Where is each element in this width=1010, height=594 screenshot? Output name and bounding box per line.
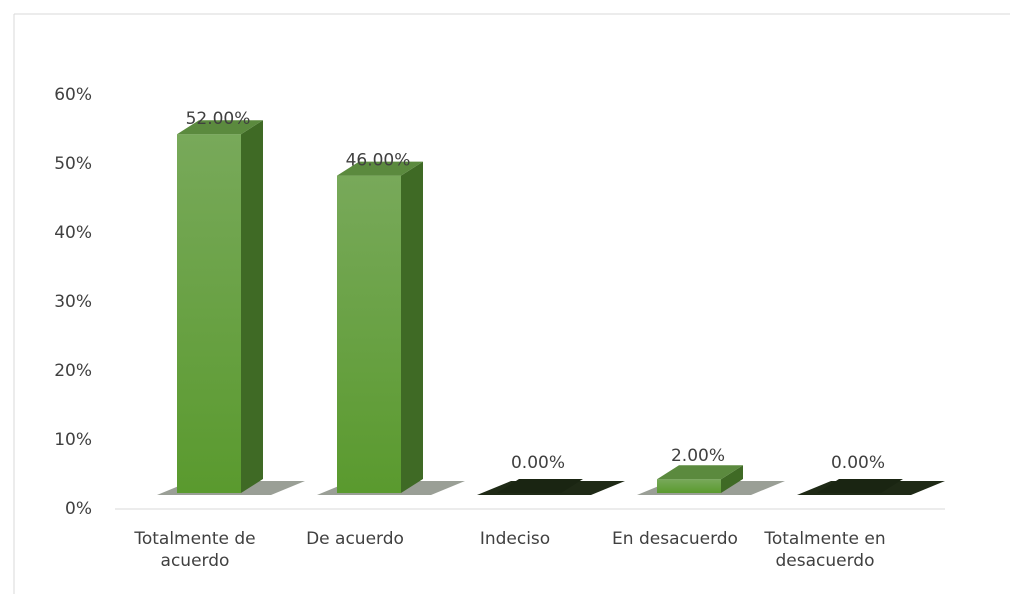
y-tick-label: 0%: [65, 499, 92, 519]
bar: [337, 161, 423, 493]
bar: [177, 120, 263, 493]
x-tick-label: Totalmente de acuerdo: [134, 529, 256, 571]
y-tick-label: 20%: [54, 361, 92, 381]
bar-top: [817, 479, 903, 493]
bar-side: [401, 161, 423, 493]
bar-front: [337, 175, 401, 493]
bar: [817, 479, 903, 493]
bar-top: [497, 479, 583, 493]
value-label: 52.00%: [186, 109, 251, 129]
y-tick-label: 50%: [54, 154, 92, 174]
bar-top: [657, 465, 743, 480]
bar-top: [337, 161, 423, 176]
y-tick-label: 10%: [54, 430, 92, 450]
x-tick-label: Indeciso: [479, 529, 551, 549]
bar-front: [657, 479, 721, 493]
bar-side: [241, 120, 263, 493]
x-tick-label: De acuerdo: [306, 529, 404, 549]
bar-side: [721, 465, 743, 493]
bar-top: [177, 120, 263, 135]
x-tick-label: Totalmente en desacuerdo: [764, 529, 886, 571]
value-label: 0.00%: [511, 453, 565, 473]
y-tick-label: 60%: [54, 85, 92, 105]
y-tick-label: 30%: [54, 292, 92, 312]
y-tick-label: 40%: [54, 223, 92, 243]
value-label: 2.00%: [671, 446, 725, 466]
x-tick-label: En desacuerdo: [612, 529, 738, 549]
bar: [497, 479, 583, 493]
value-label: 0.00%: [831, 453, 885, 473]
bar: [657, 465, 743, 493]
value-label: 46.00%: [346, 151, 411, 171]
bar-front: [177, 134, 241, 493]
